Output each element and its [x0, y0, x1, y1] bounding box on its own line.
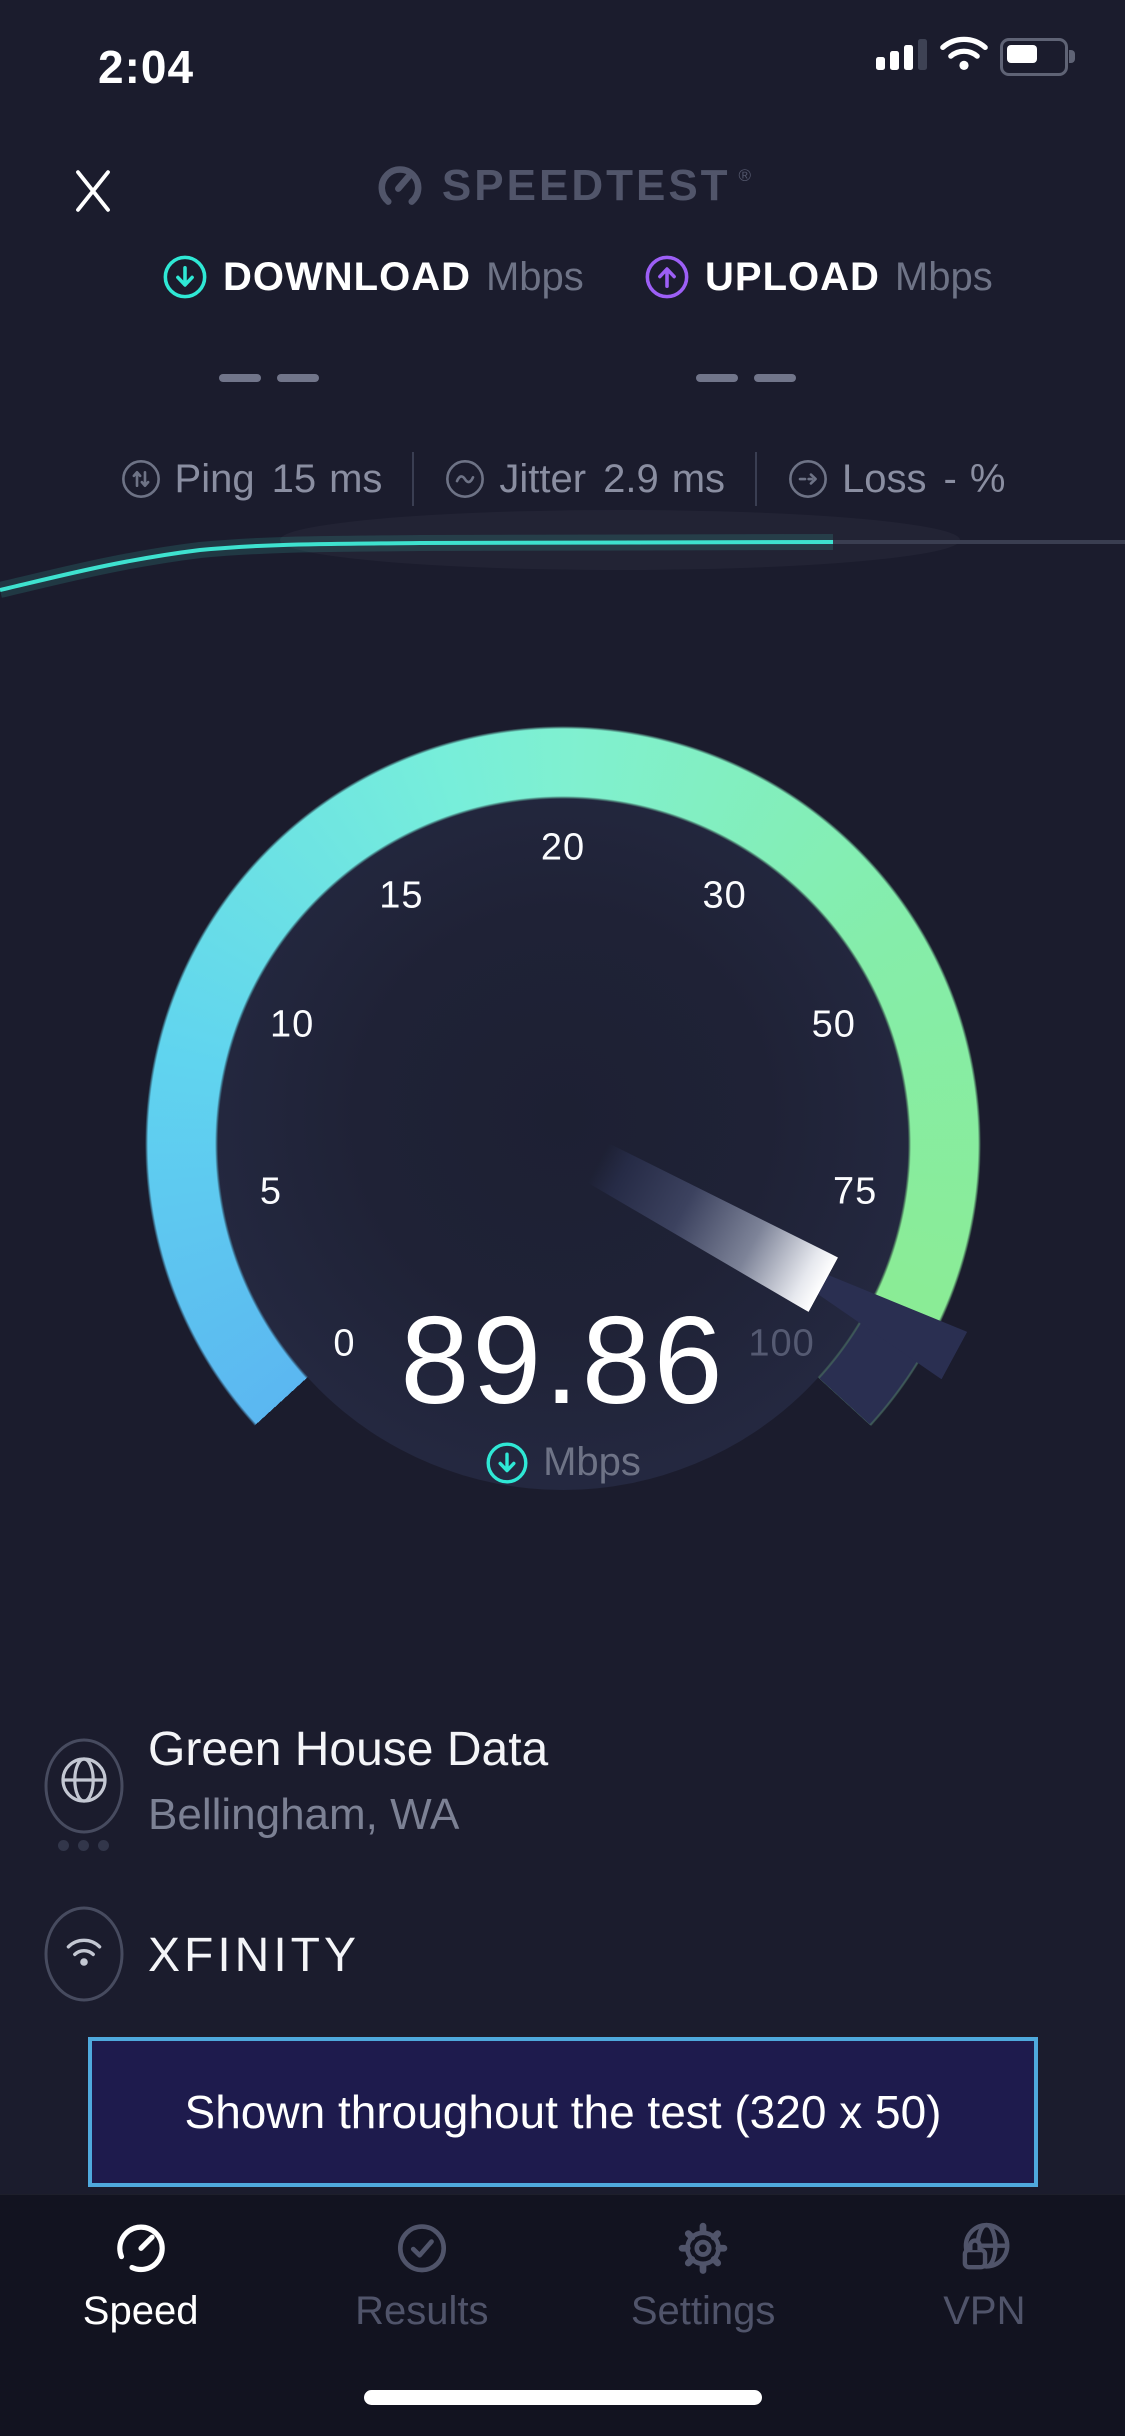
settings-gear-icon [672, 2213, 734, 2281]
jitter-label: Jitter [499, 456, 587, 501]
loss-value: - [943, 456, 957, 501]
gauge-tick-label-0: 0 [333, 1322, 356, 1365]
tab-vpn-label: VPN [943, 2289, 1026, 2333]
divider [412, 452, 415, 506]
download-arrow-icon [162, 254, 208, 300]
server-globe-icon[interactable] [42, 1736, 126, 1836]
loss-stat: Loss -% [787, 457, 1005, 502]
tab-settings[interactable]: Settings [563, 2195, 844, 2436]
upload-value-placeholder [696, 374, 796, 382]
vpn-globe-lock-icon [953, 2213, 1015, 2281]
gauge-tick-label-15: 15 [379, 874, 424, 917]
isp-wifi-icon[interactable] [42, 1904, 126, 2004]
isp-name[interactable]: XFINITY [148, 1929, 361, 1982]
gauge-tick-label-100: 100 [748, 1322, 815, 1365]
upload-arrow-icon [644, 254, 690, 300]
tab-speed-label: Speed [82, 2289, 199, 2333]
ping-icon [120, 458, 162, 500]
divider [755, 452, 758, 506]
wifi-status-icon [938, 33, 990, 73]
ping-value: 15 [271, 456, 317, 501]
loss-icon [787, 458, 829, 500]
gauge-tick-label-10: 10 [270, 1003, 315, 1046]
cellular-signal-icon [876, 38, 928, 70]
jitter-value: 2.9 [603, 456, 659, 501]
jitter-stat: Jitter 2.9 ms [444, 457, 725, 502]
tab-results[interactable]: Results [281, 2195, 562, 2436]
speedtest-logo-text: SPEEDTEST [441, 161, 731, 210]
loss-unit: % [969, 456, 1006, 501]
current-speed-value: 89.86 [400, 1292, 726, 1430]
download-label: DOWNLOAD [223, 254, 471, 299]
server-options-ellipsis-button[interactable] [58, 1840, 109, 1851]
ping-stat: Ping 15 ms [120, 456, 383, 502]
upload-unit: Mbps [894, 254, 993, 299]
home-indicator[interactable] [364, 2390, 762, 2405]
close-button[interactable] [64, 162, 122, 220]
current-speed-unit: Mbps [543, 1440, 641, 1484]
jitter-icon [444, 458, 486, 500]
speedtest-logo: SPEEDTEST ® [0, 160, 1125, 212]
jitter-unit: ms [671, 456, 726, 501]
ad-banner-text: Shown throughout the test (320 x 50) [184, 2086, 942, 2138]
gauge-arc-remainder [145, 726, 981, 1562]
speedometer-icon [110, 2213, 172, 2281]
gauge-tick-label-30: 30 [702, 874, 747, 917]
download-speed-gauge: 0 5 10 15 20 30 50 75 100 89.86 Mbps [143, 724, 983, 1564]
tab-settings-label: Settings [630, 2289, 776, 2333]
server-location[interactable]: Bellingham, WA [148, 1790, 460, 1839]
tab-results-label: Results [355, 2289, 489, 2333]
speedtest-gauge-logo-icon [374, 160, 426, 212]
ad-banner[interactable]: Shown throughout the test (320 x 50) [88, 2037, 1038, 2187]
current-speed-unit-row: Mbps [143, 1440, 983, 1485]
gauge-tick-label-50: 50 [811, 1003, 856, 1046]
tab-speed[interactable]: Speed [0, 2195, 281, 2436]
throughput-sparkline-chart [0, 498, 1125, 668]
registered-mark: ® [738, 166, 752, 185]
ping-unit: ms [329, 456, 383, 501]
gauge-tick-label-75: 75 [832, 1170, 878, 1213]
results-check-icon [391, 2213, 453, 2281]
download-value-placeholder [219, 374, 319, 382]
gauge-tick-label-5: 5 [259, 1170, 282, 1213]
gauge-tick-label-20: 20 [540, 826, 586, 869]
download-arrow-icon [485, 1441, 529, 1485]
upload-metric-header: UPLOAD Mbps [644, 254, 993, 300]
download-unit: Mbps [485, 254, 584, 299]
tab-vpn[interactable]: VPN [844, 2195, 1125, 2436]
status-bar-time: 2:04 [98, 41, 195, 93]
latency-stats-row: Ping 15 ms Jitter 2.9 ms Loss [0, 452, 1125, 506]
battery-icon [1000, 38, 1075, 76]
upload-label: UPLOAD [705, 254, 880, 299]
download-metric-header: DOWNLOAD Mbps [162, 254, 584, 300]
server-name[interactable]: Green House Data [148, 1723, 549, 1776]
loss-label: Loss [842, 456, 927, 501]
ping-label: Ping [174, 456, 255, 501]
